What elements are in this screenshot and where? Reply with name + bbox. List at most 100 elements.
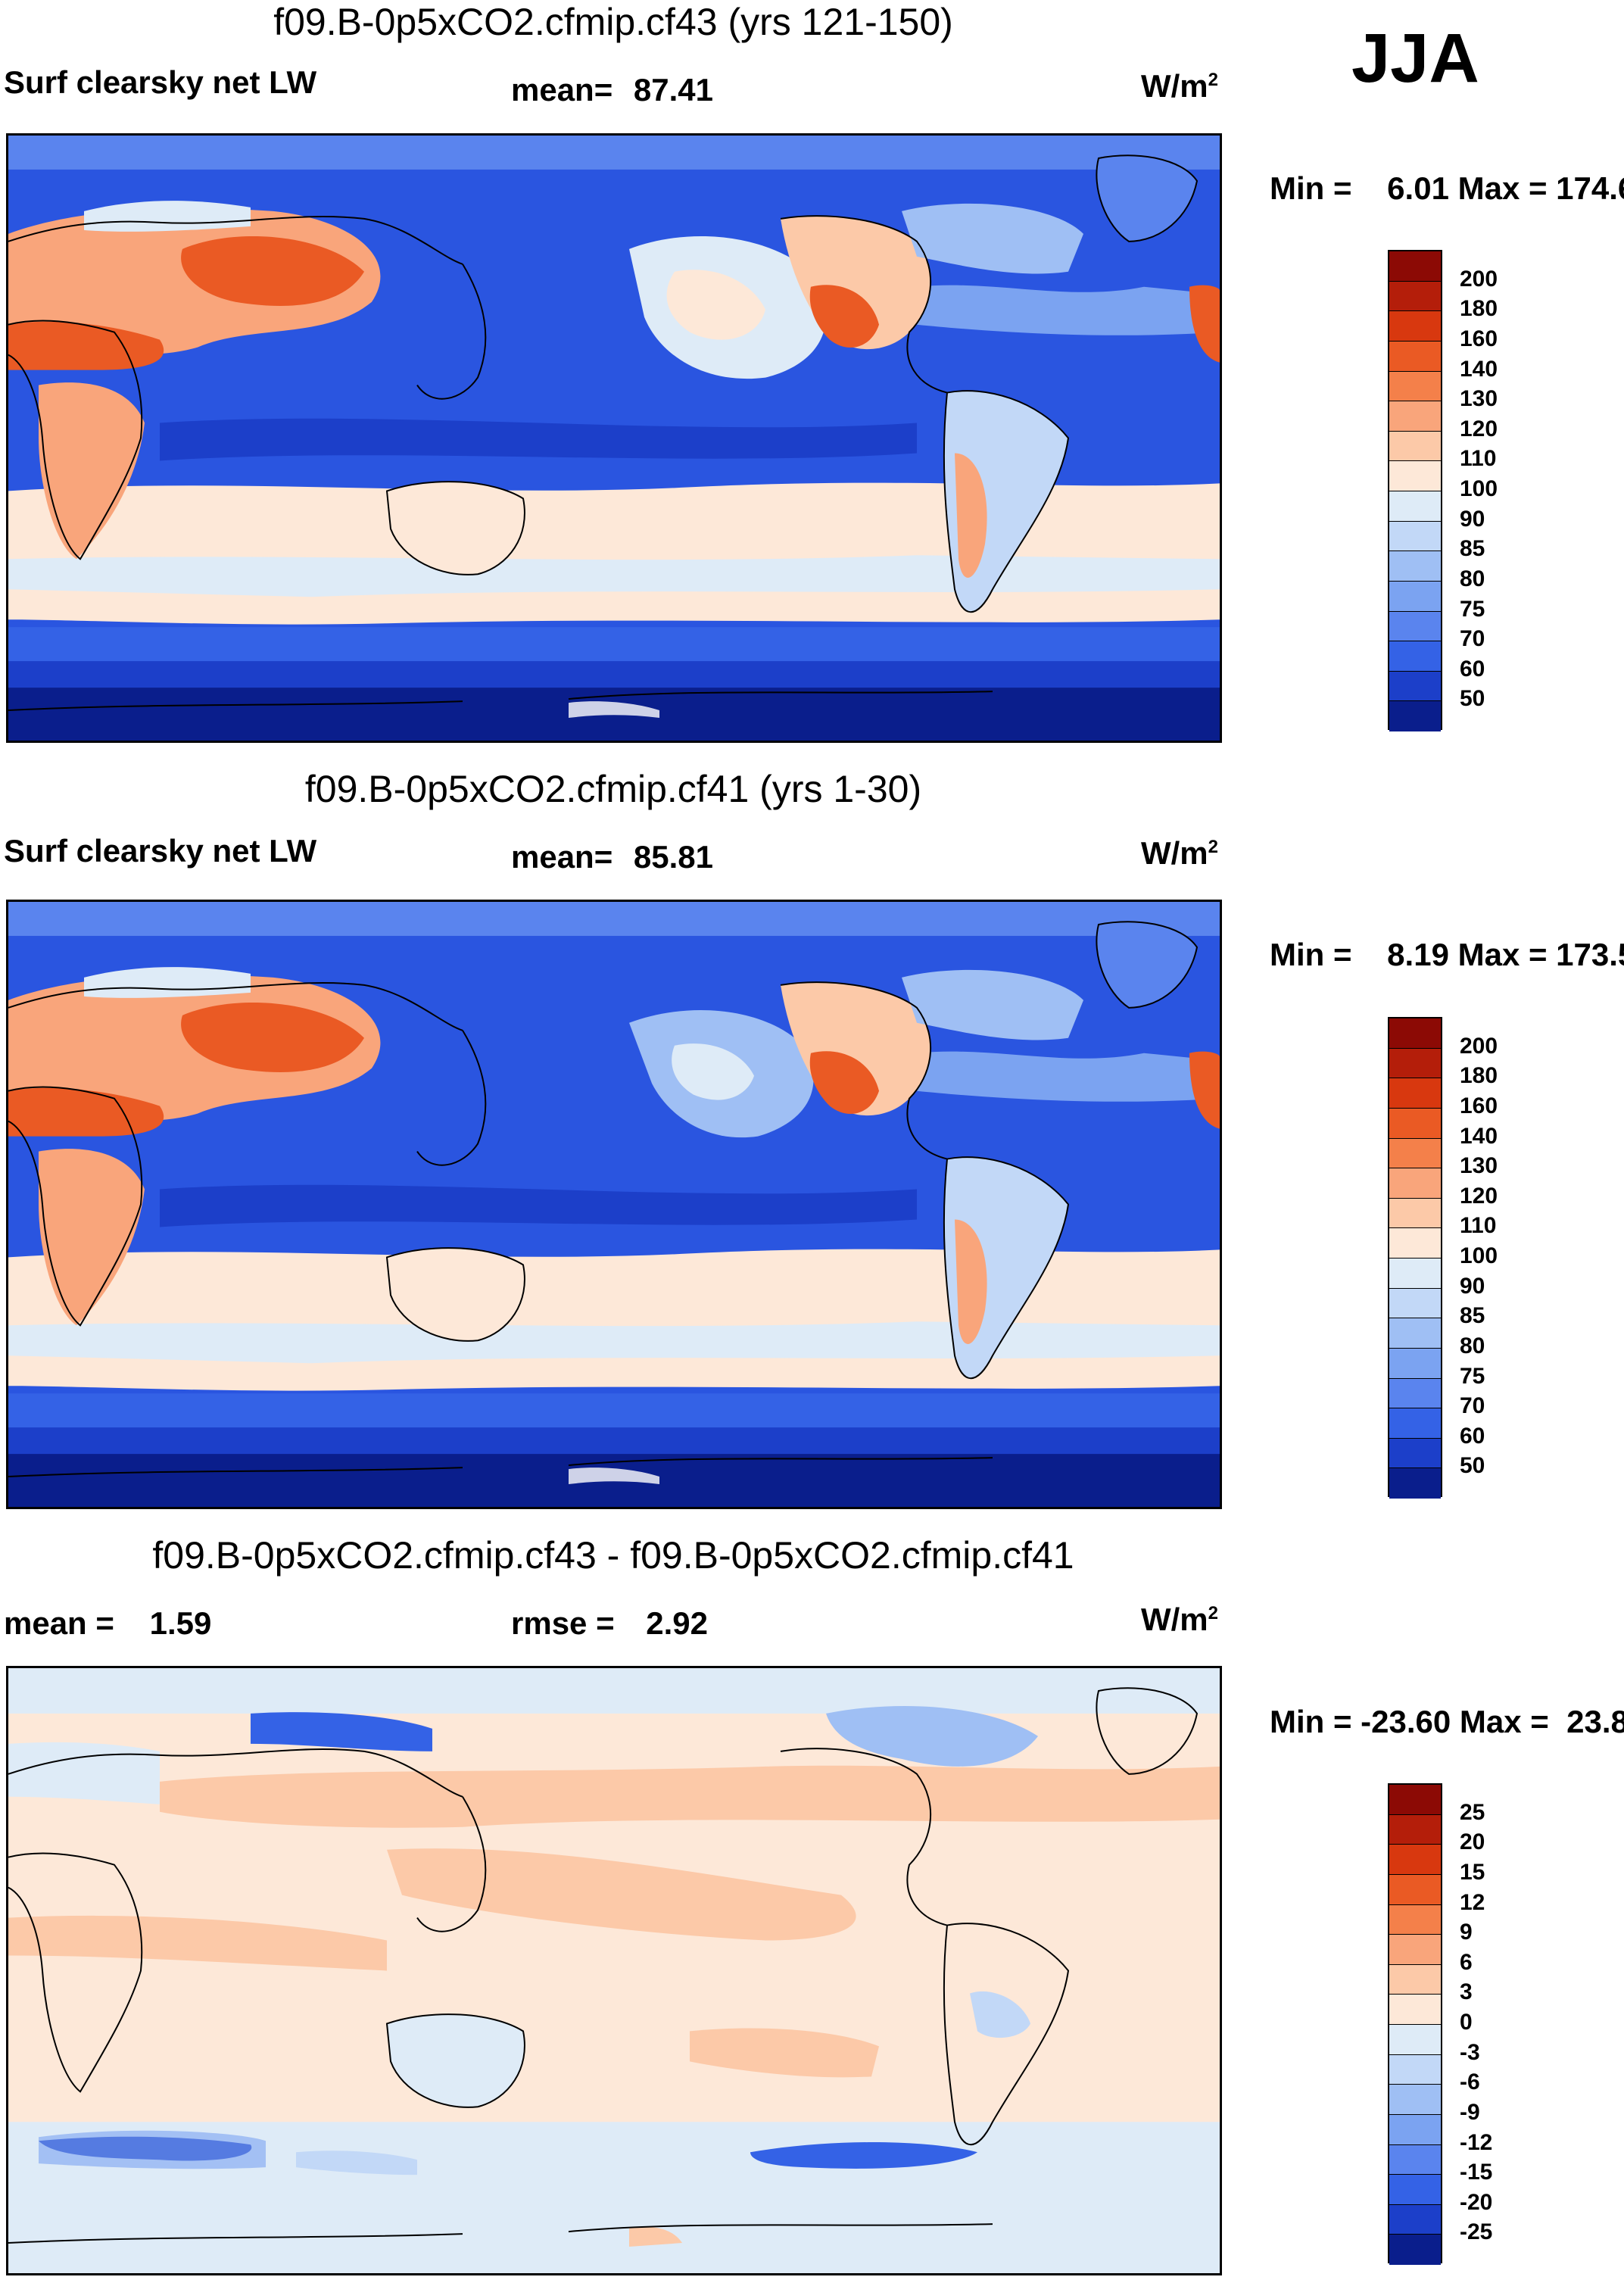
panel-3-colorbar <box>1388 1783 1442 2265</box>
colorbar-level-label: 140 <box>1460 356 1498 382</box>
colorbar-level-label: 75 <box>1460 1363 1485 1389</box>
colorbar-swatch <box>1389 1995 1441 2025</box>
panel-2-units: W/m2 <box>1141 835 1218 872</box>
colorbar-swatch <box>1389 1964 1441 1995</box>
colorbar-swatch <box>1389 1078 1441 1109</box>
colorbar-level-label: 80 <box>1460 1333 1485 1358</box>
panel-2-minmax: Min = 8.19 Max = 173.51 <box>1270 937 1624 972</box>
colorbar-swatch <box>1389 1408 1441 1439</box>
panel-1-map <box>6 133 1222 743</box>
colorbar-level-label: 90 <box>1460 506 1485 532</box>
panel-2-mean-label: mean= <box>511 839 613 875</box>
colorbar-level-label: 85 <box>1460 1303 1485 1329</box>
panel-1-variable-label: Surf clearsky net LW <box>4 64 317 100</box>
colorbar-level-label: 15 <box>1460 1859 1485 1885</box>
panel-1-mean-value: 87.41 <box>633 72 714 108</box>
colorbar-swatch <box>1389 1814 1441 1845</box>
colorbar-level-label: -15 <box>1460 2160 1493 2185</box>
panel-2-units-base: W/m <box>1141 835 1208 871</box>
colorbar-level-label: 20 <box>1460 1829 1485 1855</box>
panel-2-title: f09.B-0p5xCO2.cfmip.cf41 (yrs 1-30) <box>304 768 922 810</box>
colorbar-swatch <box>1389 1259 1441 1289</box>
colorbar-swatch <box>1389 2114 1441 2145</box>
colorbar-level-label: -25 <box>1460 2219 1493 2245</box>
panel-3-rmse-value: 2.92 <box>646 1605 709 1641</box>
panel-3-title: f09.B-0p5xCO2.cfmip.cf43 - f09.B-0p5xCO2… <box>152 1534 1074 1577</box>
panel-2-map-svg <box>8 902 1220 1507</box>
colorbar-swatch <box>1389 1198 1441 1229</box>
colorbar-level-label: -12 <box>1460 2129 1493 2155</box>
colorbar-level-label: 6 <box>1460 1949 1473 1975</box>
colorbar-level-label: 110 <box>1460 446 1497 472</box>
panel-1-units-base: W/m <box>1141 68 1208 104</box>
colorbar-swatch <box>1389 551 1441 582</box>
colorbar-level-label: 9 <box>1460 1920 1473 1945</box>
colorbar-swatch <box>1389 671 1441 702</box>
colorbar-swatch <box>1389 461 1441 491</box>
colorbar-swatch <box>1389 1874 1441 1905</box>
colorbar-swatch <box>1389 311 1441 342</box>
colorbar-level-label: 110 <box>1460 1213 1497 1239</box>
panel-1-units: W/m2 <box>1141 68 1218 104</box>
panel-1-mean: mean= 87.41 <box>511 72 713 108</box>
colorbar-swatch <box>1389 341 1441 372</box>
colorbar-swatch <box>1389 2085 1441 2115</box>
panel-2-variable-label: Surf clearsky net LW <box>4 833 317 869</box>
panel-3-rmse: rmse = 2.92 <box>511 1605 708 1642</box>
season-label: JJA <box>1351 20 1479 97</box>
colorbar-level-label: 60 <box>1460 1423 1485 1449</box>
panel-3-mean: mean = 1.59 <box>4 1605 212 1641</box>
colorbar-level-label: 0 <box>1460 2010 1473 2035</box>
colorbar-swatch <box>1389 371 1441 402</box>
colorbar-swatch <box>1389 1108 1441 1139</box>
colorbar-swatch <box>1389 1018 1441 1049</box>
colorbar-level-label: 3 <box>1460 1979 1473 2005</box>
colorbar-swatch <box>1389 1288 1441 1319</box>
colorbar-swatch <box>1389 1318 1441 1349</box>
colorbar-swatch <box>1389 401 1441 432</box>
colorbar-level-label: 180 <box>1460 296 1498 322</box>
colorbar-level-label: 90 <box>1460 1273 1485 1299</box>
colorbar-swatch <box>1389 1348 1441 1379</box>
panel-3-units-sup: 2 <box>1208 1603 1219 1623</box>
colorbar-swatch <box>1389 2235 1441 2265</box>
colorbar-level-label: 130 <box>1460 386 1498 412</box>
colorbar-level-label: -20 <box>1460 2189 1493 2215</box>
panel-1-title: f09.B-0p5xCO2.cfmip.cf43 (yrs 121-150) <box>273 1 953 43</box>
colorbar-level-label: 60 <box>1460 656 1485 682</box>
colorbar-level-label: 70 <box>1460 626 1485 652</box>
panel-2-mean: mean= 85.81 <box>511 839 713 875</box>
colorbar-swatch <box>1389 1904 1441 1935</box>
colorbar-level-label: 180 <box>1460 1063 1498 1089</box>
panel-2-mean-value: 85.81 <box>633 839 714 875</box>
panel-1-mean-label: mean= <box>511 72 613 108</box>
colorbar-swatch <box>1389 2144 1441 2176</box>
colorbar-level-label: 75 <box>1460 596 1485 622</box>
colorbar-level-label: -9 <box>1460 2099 1480 2125</box>
panel-3-units-base: W/m <box>1141 1602 1208 1637</box>
panel-1-colorbar <box>1388 250 1442 731</box>
panel-2-map <box>6 900 1222 1509</box>
colorbar-swatch <box>1389 281 1441 312</box>
colorbar-level-label: 85 <box>1460 536 1485 562</box>
colorbar-swatch <box>1389 251 1441 282</box>
colorbar-swatch <box>1389 2204 1441 2235</box>
colorbar-swatch <box>1389 1845 1441 1875</box>
colorbar-level-label: 80 <box>1460 566 1485 591</box>
colorbar-swatch <box>1389 1048 1441 1079</box>
colorbar-swatch <box>1389 641 1441 672</box>
colorbar-level-label: 50 <box>1460 1453 1485 1479</box>
colorbar-swatch <box>1389 1468 1441 1499</box>
colorbar-swatch <box>1389 491 1441 522</box>
colorbar-level-label: 12 <box>1460 1889 1485 1915</box>
panel-1-minmax: Min = 6.01 Max = 174.60 <box>1270 170 1624 206</box>
colorbar-level-label: 130 <box>1460 1153 1498 1179</box>
colorbar-level-label: -3 <box>1460 2039 1480 2065</box>
colorbar-swatch <box>1389 1228 1441 1259</box>
panel-2-colorbar <box>1388 1017 1442 1499</box>
colorbar-swatch <box>1389 2175 1441 2205</box>
colorbar-level-label: 140 <box>1460 1123 1498 1149</box>
colorbar-level-label: 50 <box>1460 686 1485 712</box>
colorbar-level-label: 100 <box>1460 476 1498 501</box>
colorbar-swatch <box>1389 581 1441 612</box>
